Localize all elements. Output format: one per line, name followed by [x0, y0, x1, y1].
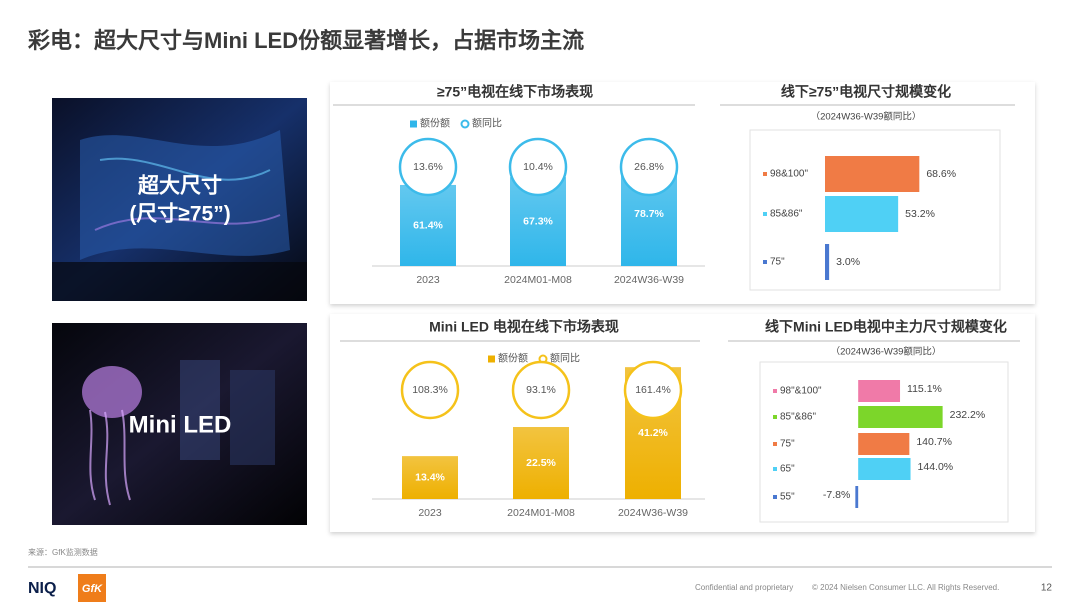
bar [825, 244, 830, 280]
y-tick-label: 75" [780, 439, 795, 450]
confidential: Confidential and proprietary [695, 583, 793, 592]
bar [858, 458, 911, 480]
y-tick-label: 98&100" [770, 169, 808, 180]
logo: NIQ [28, 580, 56, 597]
x-tick-label: 2023 [416, 274, 440, 286]
legend-swatch [460, 119, 470, 129]
value-label: 115.1% [907, 383, 942, 395]
image-caption: Mini LED [129, 411, 232, 438]
chart-title: Mini LED 电视在线下市场表现 [429, 319, 619, 335]
slide-title: 彩电：超大尺寸与Mini LED份额显著增长，占据市场主流 [27, 28, 584, 53]
yoy-circle [400, 360, 460, 420]
bar [825, 196, 899, 232]
y-tick-label: 85&86" [770, 209, 803, 220]
legend-label: 额同比 [472, 117, 502, 130]
image-caption: (尺寸≥75”) [129, 202, 230, 226]
yoy-label: 108.3% [412, 384, 448, 396]
legend-label: 额同比 [550, 352, 580, 365]
chart: 线下≥75”电视尺寸规模变化 （2024W36-W39额同比） 98&100" 68.… [720, 84, 1015, 291]
y-tick-label: 85"&86" [780, 412, 816, 423]
x-tick-label: 2024M01-M08 [507, 507, 575, 519]
yoy-label: 26.8% [634, 161, 664, 173]
page-number: 12 [1041, 583, 1053, 594]
legend-swatch [410, 120, 417, 128]
x-tick-label: 2024M01-M08 [504, 274, 572, 286]
chart: 线下Mini LED电视中主力尺寸规模变化 （2024W36-W39额同比） 98"… [728, 319, 1020, 523]
category-swatch [773, 467, 777, 471]
chart-title: 线下≥75”电视尺寸规模变化 [781, 84, 951, 100]
bar [858, 433, 910, 455]
legend-label: 额份额 [498, 352, 528, 365]
value-label: 232.2% [950, 409, 986, 421]
value-label: 13.4% [415, 471, 445, 483]
category-swatch [763, 212, 767, 216]
image-caption: 超大尺寸 [138, 174, 222, 198]
yoy-label: 13.6% [413, 161, 443, 173]
x-tick-label: 2023 [418, 507, 442, 519]
bar [513, 427, 569, 499]
logo: GfK [82, 583, 103, 595]
bar [402, 456, 458, 499]
yoy-label: 161.4% [635, 384, 671, 396]
copyright: © 2024 Nielsen Consumer LLC. All Rights … [812, 583, 999, 592]
bar [858, 380, 901, 402]
bar [400, 184, 456, 266]
yoy-label: 93.1% [526, 384, 556, 396]
category-swatch [773, 442, 777, 446]
yoy-circle [508, 137, 568, 197]
chart-title: 线下Mini LED电视中主力尺寸规模变化 [765, 319, 1007, 335]
y-tick-label: 75" [770, 257, 785, 268]
value-label: 41.2% [638, 427, 668, 439]
y-tick-label: 65" [780, 464, 795, 475]
chart-title: ≥75”电视在线下市场表现 [437, 84, 593, 100]
source: 来源：GfK监测数据 [28, 547, 98, 557]
image-large-tv: 超大尺寸 (尺寸≥75”) [52, 98, 307, 301]
y-tick-label: 55" [780, 492, 795, 503]
value-label: 67.3% [523, 215, 553, 227]
value-label: 68.6% [926, 168, 956, 180]
value-label: 22.5% [526, 457, 556, 469]
logo-box [78, 574, 106, 602]
bar [825, 156, 920, 192]
category-swatch [773, 415, 777, 419]
yoy-circle [619, 137, 679, 197]
legend-label: 额份额 [420, 117, 450, 130]
legend-swatch [488, 355, 495, 363]
bar [855, 486, 859, 508]
chart-subtitle: （2024W36-W39额同比） [811, 111, 922, 123]
x-tick-label: 2024W36-W39 [614, 274, 684, 286]
value-label: 144.0% [918, 461, 954, 473]
category-swatch [773, 389, 777, 393]
yoy-label: 10.4% [523, 161, 553, 173]
value-label: -7.8% [823, 489, 850, 501]
value-label: 140.7% [916, 436, 952, 448]
value-label: 78.7% [634, 208, 664, 220]
x-tick-label: 2024W36-W39 [618, 507, 688, 519]
category-swatch [773, 495, 777, 499]
yoy-circle [511, 360, 571, 420]
image-mini-led: Mini LED [52, 323, 307, 525]
value-label: 3.0% [836, 256, 860, 268]
yoy-circle [398, 137, 458, 197]
category-swatch [763, 260, 767, 264]
value-label: 61.4% [413, 219, 443, 231]
y-tick-label: 98"&100" [780, 386, 822, 397]
category-swatch [763, 172, 767, 176]
bar [858, 406, 943, 428]
value-label: 53.2% [905, 208, 935, 220]
chart-subtitle: （2024W36-W39额同比） [831, 346, 942, 358]
yoy-circle [623, 360, 683, 420]
